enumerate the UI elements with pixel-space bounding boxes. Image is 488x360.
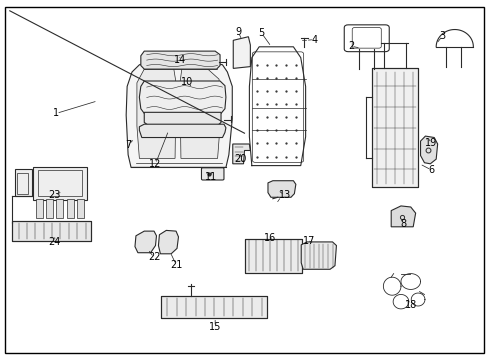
Bar (12, 221, 91, 241)
Text: 6: 6 (427, 165, 433, 175)
Bar (245, 239, 301, 273)
Polygon shape (141, 51, 220, 69)
Text: 10: 10 (180, 77, 193, 87)
Polygon shape (135, 231, 156, 253)
Bar (371, 68, 417, 187)
Polygon shape (301, 242, 336, 269)
Bar (38, 170, 82, 196)
Polygon shape (390, 206, 415, 227)
Bar (33, 167, 87, 200)
Bar (161, 296, 266, 318)
Text: 12: 12 (149, 159, 162, 169)
Text: 18: 18 (404, 300, 416, 310)
Text: 5: 5 (258, 28, 264, 38)
Bar (56, 199, 63, 218)
Bar (12, 221, 91, 241)
Bar (371, 68, 417, 187)
Polygon shape (137, 68, 176, 158)
Bar (245, 239, 301, 273)
Text: 14: 14 (173, 55, 186, 66)
Polygon shape (420, 136, 437, 164)
Text: 13: 13 (278, 190, 290, 200)
Polygon shape (126, 63, 232, 167)
Polygon shape (139, 124, 225, 138)
Bar (77, 199, 84, 218)
Polygon shape (139, 81, 225, 113)
Text: 9: 9 (235, 27, 241, 37)
Text: 7: 7 (125, 140, 131, 150)
Bar (67, 199, 74, 218)
Polygon shape (267, 181, 295, 197)
Text: 4: 4 (311, 35, 317, 45)
Bar (46, 199, 53, 218)
Text: 11: 11 (204, 172, 217, 182)
Bar (36, 199, 42, 218)
Polygon shape (180, 68, 220, 158)
Text: 15: 15 (208, 322, 221, 332)
FancyBboxPatch shape (201, 168, 224, 180)
Polygon shape (232, 144, 250, 164)
Polygon shape (144, 112, 221, 128)
Bar (161, 296, 266, 318)
Text: 22: 22 (147, 252, 160, 262)
Text: 1: 1 (53, 108, 59, 118)
Text: 17: 17 (303, 236, 315, 246)
Text: 20: 20 (234, 154, 246, 164)
Text: 21: 21 (169, 260, 182, 270)
Text: 19: 19 (424, 138, 437, 148)
Text: 8: 8 (400, 219, 406, 229)
Text: 16: 16 (264, 233, 276, 243)
Polygon shape (158, 230, 178, 254)
Text: 23: 23 (48, 190, 61, 200)
Text: 24: 24 (48, 237, 61, 247)
Text: 2: 2 (347, 41, 353, 51)
Bar (15, 169, 32, 196)
Polygon shape (233, 37, 250, 68)
Bar (17, 173, 28, 194)
Text: 3: 3 (439, 31, 445, 41)
